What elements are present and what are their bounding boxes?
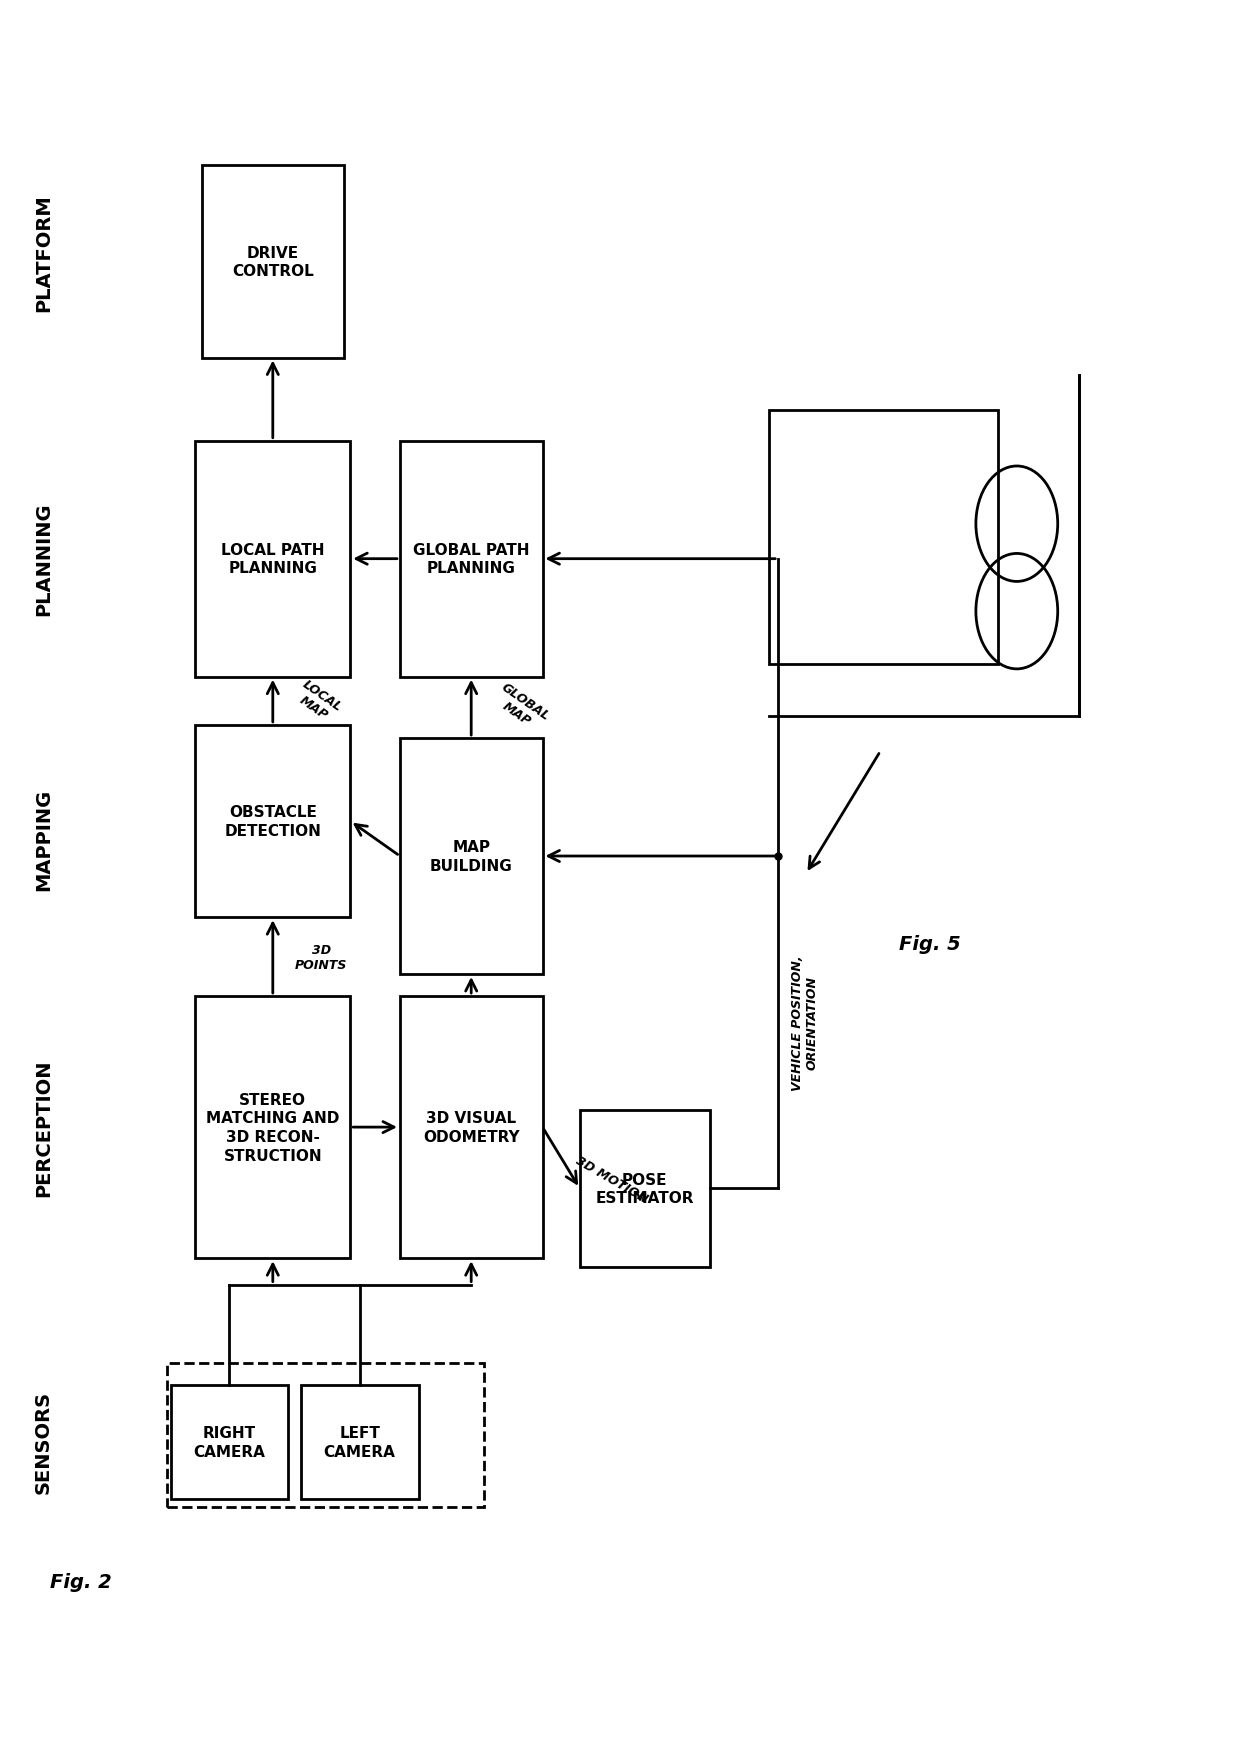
Text: PLANNING: PLANNING <box>33 503 53 615</box>
Text: STEREO
MATCHING AND
3D RECON-
STRUCTION: STEREO MATCHING AND 3D RECON- STRUCTION <box>206 1092 340 1162</box>
Text: PLATFORM: PLATFORM <box>33 194 53 313</box>
Text: LOCAL PATH
PLANNING: LOCAL PATH PLANNING <box>221 542 325 577</box>
Text: SENSORS: SENSORS <box>33 1391 53 1493</box>
FancyBboxPatch shape <box>196 440 350 676</box>
Text: MAPPING: MAPPING <box>33 788 53 890</box>
FancyBboxPatch shape <box>399 996 543 1259</box>
Text: DRIVE
CONTROL: DRIVE CONTROL <box>232 245 314 280</box>
FancyBboxPatch shape <box>399 440 543 676</box>
Text: Fig. 2: Fig. 2 <box>50 1573 112 1591</box>
FancyBboxPatch shape <box>201 166 345 358</box>
Text: PERCEPTION: PERCEPTION <box>33 1059 53 1196</box>
Text: LOCAL
MAP: LOCAL MAP <box>291 676 345 725</box>
Text: GLOBAL
MAP: GLOBAL MAP <box>490 680 552 736</box>
Text: 3D VISUAL
ODOMETRY: 3D VISUAL ODOMETRY <box>423 1110 520 1145</box>
FancyBboxPatch shape <box>580 1110 709 1267</box>
FancyBboxPatch shape <box>300 1384 419 1500</box>
Text: 3D
POINTS: 3D POINTS <box>295 942 347 972</box>
Text: 3D MOTION: 3D MOTION <box>573 1154 650 1206</box>
FancyBboxPatch shape <box>171 1384 288 1500</box>
Text: OBSTACLE
DETECTION: OBSTACLE DETECTION <box>224 804 321 839</box>
Text: VEHICLE POSITION,
ORIENTATION: VEHICLE POSITION, ORIENTATION <box>791 954 818 1091</box>
FancyBboxPatch shape <box>167 1363 484 1507</box>
FancyBboxPatch shape <box>399 738 543 975</box>
FancyBboxPatch shape <box>196 996 350 1259</box>
Text: RIGHT
CAMERA: RIGHT CAMERA <box>193 1425 265 1460</box>
Text: LEFT
CAMERA: LEFT CAMERA <box>324 1425 396 1460</box>
Text: GLOBAL PATH
PLANNING: GLOBAL PATH PLANNING <box>413 542 529 577</box>
FancyBboxPatch shape <box>196 725 350 918</box>
FancyBboxPatch shape <box>769 411 998 664</box>
Text: POSE
ESTIMATOR: POSE ESTIMATOR <box>595 1171 694 1206</box>
Text: MAP
BUILDING: MAP BUILDING <box>430 839 512 874</box>
Text: Fig. 5: Fig. 5 <box>899 935 961 953</box>
